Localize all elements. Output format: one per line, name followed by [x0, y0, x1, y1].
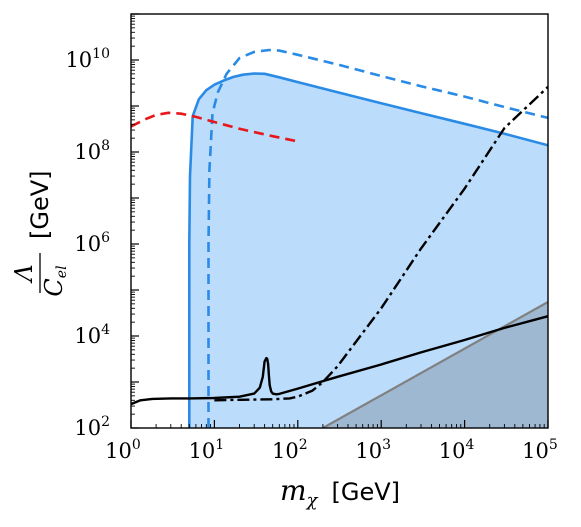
y-tick-label: 1010 — [65, 46, 110, 72]
black-solid-curve — [131, 315, 548, 406]
x-tick-label: 104 — [439, 437, 475, 463]
x-tick-label: 101 — [189, 437, 225, 463]
blue-dashed-curve — [207, 48, 548, 428]
y-axis-denominator-sub: el — [54, 265, 70, 278]
y-tick-label: 108 — [74, 138, 110, 164]
axis-ticks: 100 101 102 103 104 105 102 104 106 108 1010 — [65, 13, 558, 463]
red-dashed-curve — [131, 111, 299, 143]
black-dashdot-curve — [214, 86, 548, 402]
y-axis-denominator-base: C — [40, 278, 68, 296]
excluded-region-boundary — [322, 300, 548, 428]
x-axis-symbol: m — [280, 474, 307, 507]
x-axis-label: mχ [GeV] — [280, 474, 400, 511]
y-axis-denominator: Cel — [40, 265, 70, 296]
y-tick-label: 104 — [74, 322, 110, 348]
blue-solid-curve — [188, 72, 548, 428]
y-tick-label: 102 — [74, 414, 110, 440]
allowed-region-fill — [189, 73, 548, 428]
plot-frame — [130, 13, 549, 429]
x-axis-unit: [GeV] — [331, 478, 400, 506]
x-tick-label: 102 — [272, 437, 308, 463]
x-tick-label: 103 — [355, 437, 391, 463]
x-tick-label: 100 — [105, 437, 141, 463]
y-axis-unit: [GeV] — [26, 170, 54, 239]
x-tick-label: 105 — [522, 437, 558, 463]
x-axis-subscript: χ — [305, 490, 319, 511]
plot-area — [131, 48, 548, 428]
y-tick-label: 106 — [74, 230, 110, 256]
y-axis-label: Λ Cel [GeV] — [10, 170, 70, 296]
y-axis-numerator: Λ — [10, 264, 38, 283]
